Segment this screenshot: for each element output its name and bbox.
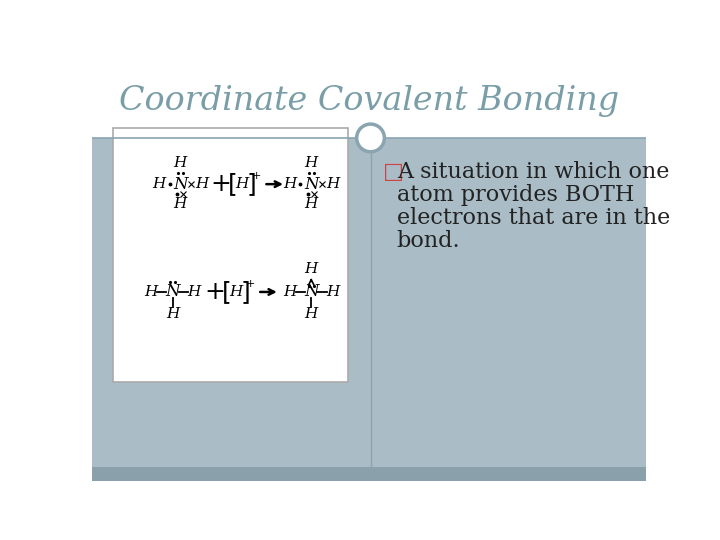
Text: H: H bbox=[283, 285, 297, 299]
Text: H: H bbox=[235, 177, 248, 191]
Text: H: H bbox=[326, 285, 339, 299]
Text: bond.: bond. bbox=[397, 231, 460, 252]
Text: N: N bbox=[166, 284, 180, 300]
Text: H: H bbox=[188, 285, 201, 299]
Text: H: H bbox=[305, 197, 318, 211]
Text: H: H bbox=[283, 177, 297, 191]
Text: H: H bbox=[326, 177, 339, 191]
Text: N: N bbox=[304, 176, 318, 193]
Text: A situation in which one: A situation in which one bbox=[397, 161, 669, 183]
Text: +: + bbox=[204, 280, 225, 304]
Text: ]: ] bbox=[240, 280, 250, 304]
Circle shape bbox=[356, 124, 384, 152]
Text: N: N bbox=[173, 176, 188, 193]
Text: □: □ bbox=[383, 161, 404, 183]
Text: N: N bbox=[304, 284, 318, 300]
Text: H: H bbox=[152, 177, 166, 191]
Text: [: [ bbox=[222, 280, 231, 304]
Text: H: H bbox=[305, 262, 318, 276]
Text: H: H bbox=[195, 177, 209, 191]
Text: H: H bbox=[166, 307, 179, 321]
Text: H: H bbox=[145, 285, 158, 299]
Text: H: H bbox=[229, 285, 243, 299]
Bar bbox=[113, 128, 348, 382]
Bar bbox=[92, 138, 647, 481]
Text: [: [ bbox=[228, 172, 238, 196]
Text: Coordinate Covalent Bonding: Coordinate Covalent Bonding bbox=[119, 85, 619, 117]
Bar bbox=[92, 65, 647, 138]
Text: H: H bbox=[305, 156, 318, 170]
Text: +: + bbox=[246, 279, 255, 289]
Text: electrons that are in the: electrons that are in the bbox=[397, 207, 670, 230]
Text: +: + bbox=[211, 172, 232, 196]
Text: +: + bbox=[252, 172, 261, 181]
Text: ]: ] bbox=[246, 172, 256, 196]
Text: H: H bbox=[174, 156, 187, 170]
Text: atom provides BOTH: atom provides BOTH bbox=[397, 184, 634, 206]
Bar bbox=[92, 467, 647, 481]
Text: H: H bbox=[305, 307, 318, 321]
Text: H: H bbox=[174, 197, 187, 211]
